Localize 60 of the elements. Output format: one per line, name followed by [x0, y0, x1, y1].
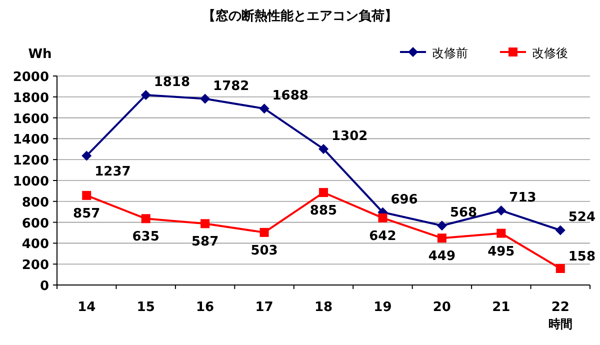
x-tick-label: 21 — [492, 300, 510, 315]
data-label: 503 — [250, 243, 278, 258]
x-tick-label: 15 — [136, 300, 155, 315]
y-tick-label: 1600 — [12, 112, 49, 127]
legend-label: 改修後 — [532, 46, 568, 60]
data-label: 1782 — [213, 78, 250, 94]
x-tick-label: 22 — [551, 300, 570, 315]
point — [200, 94, 210, 104]
point — [436, 220, 447, 231]
data-label: 857 — [73, 206, 100, 222]
data-label: 1237 — [94, 164, 131, 180]
point — [140, 90, 151, 100]
point — [378, 213, 388, 222]
y-tick-label: 200 — [22, 258, 49, 274]
y-tick-label: 1000 — [12, 174, 49, 190]
point — [82, 190, 92, 200]
data-label: 158 — [568, 249, 596, 264]
data-label: 587 — [191, 234, 219, 250]
point — [141, 214, 150, 224]
point — [200, 219, 210, 228]
y-tick-label: 0 — [40, 279, 49, 294]
point — [259, 104, 270, 114]
x-tick-label: 17 — [255, 300, 274, 315]
data-label: 495 — [488, 244, 515, 260]
point — [496, 205, 506, 216]
x-axis-title: 時間 — [548, 317, 572, 331]
y-tick-label: 1800 — [12, 90, 49, 106]
x-tick-label: 20 — [432, 300, 451, 315]
data-label: 568 — [450, 206, 478, 221]
data-label: 696 — [390, 192, 418, 208]
data-label: 1688 — [272, 88, 308, 104]
data-label: 1302 — [332, 128, 368, 144]
y-tick-label: 1400 — [12, 132, 49, 148]
data-label: 449 — [428, 249, 456, 264]
data-label: 713 — [509, 190, 536, 206]
x-tick-label: 19 — [374, 300, 392, 315]
legend-label: 改修前 — [432, 46, 468, 60]
y-tick-label: 2000 — [12, 70, 49, 85]
chart-title: 【窓の断熱性能とエアコン負荷】 — [202, 8, 398, 24]
x-tick-label: 16 — [196, 300, 214, 315]
data-label: 642 — [369, 228, 396, 244]
data-label: 885 — [310, 204, 338, 219]
data-label: 1818 — [154, 75, 190, 90]
point — [437, 234, 446, 243]
point — [556, 264, 565, 273]
y-tick-label: 600 — [22, 216, 49, 232]
y-axis-title: Wh — [28, 47, 52, 62]
x-tick-label: 18 — [314, 300, 333, 315]
point — [82, 150, 92, 161]
x-tick-label: 14 — [78, 300, 96, 315]
point — [555, 225, 566, 236]
point — [318, 144, 328, 154]
y-tick-label: 400 — [22, 237, 49, 252]
data-label: 524 — [568, 210, 596, 226]
y-tick-label: 1200 — [12, 154, 49, 169]
data-label: 635 — [132, 230, 160, 245]
y-tick-label: 800 — [22, 195, 49, 210]
point — [496, 228, 506, 238]
point — [260, 228, 269, 237]
point — [319, 188, 328, 198]
